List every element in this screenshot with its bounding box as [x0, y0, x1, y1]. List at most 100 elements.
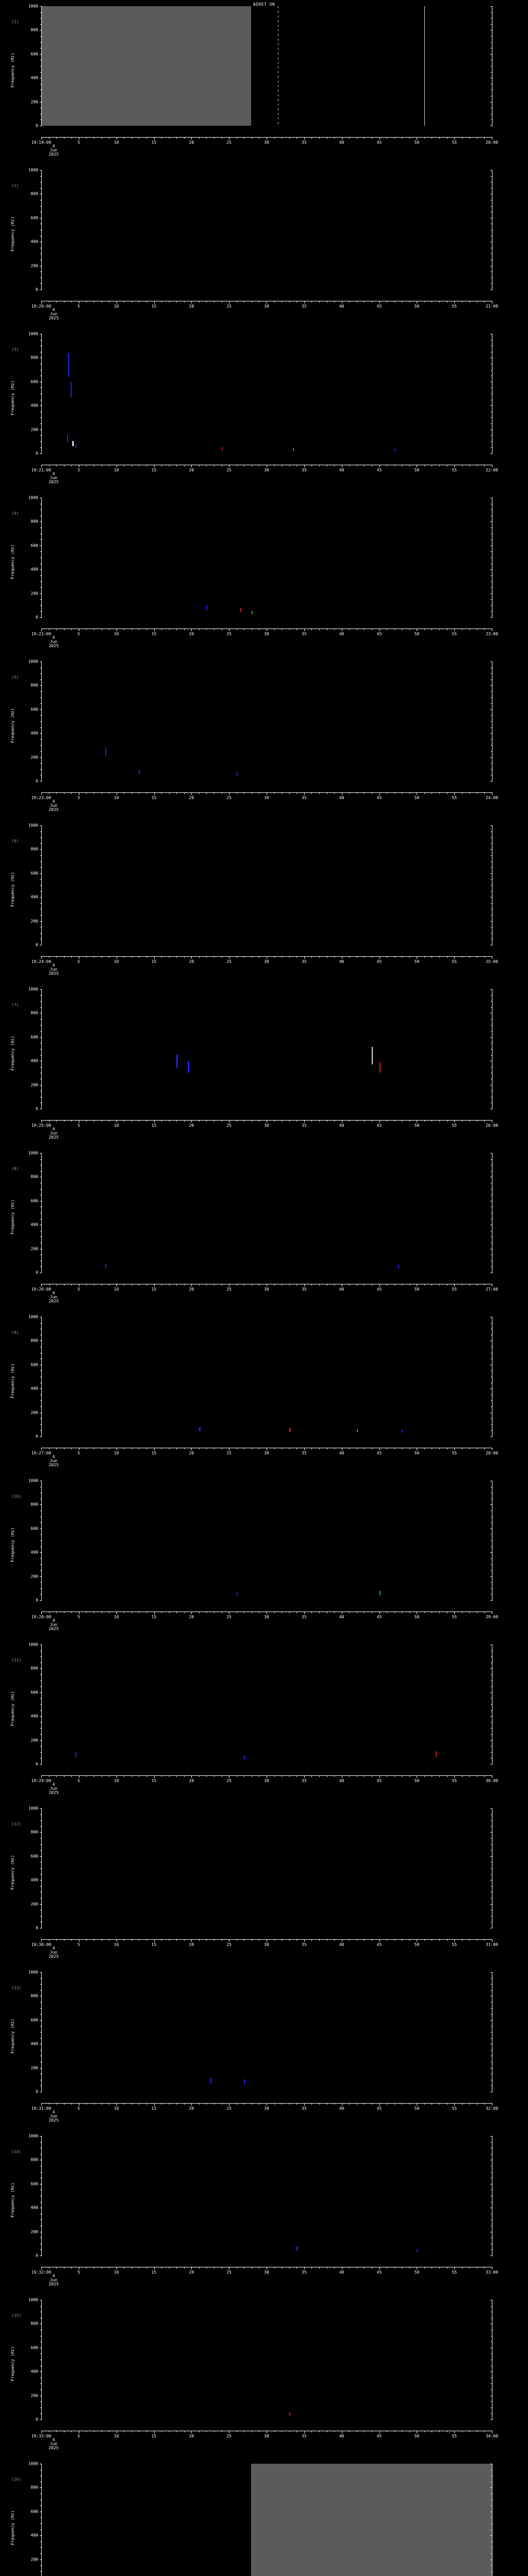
y-axis-tick-label: 600: [30, 52, 38, 57]
data-mark: [244, 1755, 245, 1759]
x-axis-date-label: 4 Jun 2025: [48, 144, 58, 157]
y-axis-tick-label: 0: [36, 287, 38, 292]
x-axis-tick: [191, 1939, 192, 1942]
x-axis-minor-tick: [409, 1939, 410, 1941]
x-axis-minor-tick: [319, 956, 320, 958]
x-axis-tick: [191, 301, 192, 303]
y-axis-right-tick: [490, 921, 492, 922]
y-axis-minor-tick: [40, 1886, 42, 1887]
x-axis-minor-tick: [71, 792, 72, 794]
x-axis-minor-tick: [461, 1120, 463, 1122]
y-axis-right-minor-tick: [491, 599, 492, 600]
y-axis-right-minor-tick: [491, 1984, 492, 1985]
x-axis-minor-tick: [469, 2267, 470, 2268]
y-axis-right-minor-tick: [491, 1406, 492, 1407]
x-axis-tick-label: 5: [77, 2434, 80, 2438]
y-axis-right-tick: [490, 1716, 492, 1717]
x-axis-date-label: 4 Jun 2025: [48, 1946, 58, 1959]
x-axis-tick-label: 15: [151, 632, 157, 636]
data-mark: [371, 1047, 373, 1065]
x-axis-minor-tick: [424, 629, 425, 630]
x-axis-minor-tick: [48, 1775, 50, 1777]
y-axis-right-minor-tick: [491, 12, 492, 13]
x-axis-minor-tick: [461, 465, 463, 466]
x-axis-tick: [154, 1612, 155, 1614]
date-line: 2025: [48, 480, 59, 484]
x-axis-start-label: 19:29:00: [31, 1778, 52, 1783]
y-axis-minor-tick: [40, 1171, 42, 1172]
x-axis-minor-tick: [424, 2267, 425, 2268]
y-axis-right-tick: [490, 569, 492, 570]
y-axis-right-minor-tick: [491, 2142, 492, 2143]
x-axis-minor-tick: [319, 1120, 320, 1122]
x-axis-minor-tick: [349, 1775, 350, 1777]
y-axis-right-minor-tick: [491, 1874, 492, 1875]
x-axis-minor-tick: [349, 2103, 350, 2105]
x-axis-tick: [304, 1448, 305, 1450]
y-axis-right-minor-tick: [491, 1323, 492, 1324]
y-axis-right-minor-tick: [491, 1674, 492, 1675]
y-axis-right-tick: [490, 685, 492, 686]
y-axis-right-minor-tick: [491, 575, 492, 576]
x-axis-tick-label: 50: [414, 959, 420, 964]
y-axis-tick-label: 1000: [28, 1970, 38, 1975]
x-axis-tick-label: 15: [151, 304, 157, 309]
y-axis-right-minor-tick: [491, 447, 492, 448]
x-axis-minor-tick: [56, 956, 57, 958]
x-axis-start-label: 19:24:00: [31, 959, 52, 964]
y-axis-tick-label: 400: [30, 75, 38, 80]
x-axis-minor-tick: [319, 792, 320, 794]
y-axis-right-tick: [490, 781, 492, 782]
x-axis-minor-tick: [199, 629, 200, 630]
y-axis-right-minor-tick: [491, 837, 492, 838]
plot-area: [41, 2300, 492, 2419]
y-axis-right-tick: [490, 733, 492, 734]
y-axis-minor-tick: [40, 1704, 42, 1705]
y-axis-tick-label: 400: [30, 239, 38, 244]
data-mark: [398, 1264, 399, 1268]
y-axis-tick: [40, 6, 42, 7]
x-axis-minor-tick: [447, 1120, 448, 1122]
x-axis-tick-label: 25: [226, 2434, 232, 2438]
x-axis-minor-tick: [176, 465, 177, 466]
x-axis-minor-tick: [71, 1448, 72, 1449]
plot-area: [41, 1153, 492, 1273]
y-axis-tick-label: 800: [30, 1993, 38, 1998]
y-axis-label: Frequency (Hz): [10, 544, 15, 579]
y-axis-minor-tick: [40, 1588, 42, 1589]
x-axis-tick-label: 45: [376, 304, 382, 309]
x-axis-tick-label: 30: [264, 1123, 269, 1128]
y-axis-minor-tick: [40, 12, 42, 13]
y-axis-tick: [40, 709, 42, 710]
x-axis-minor-tick: [439, 792, 440, 794]
y-axis-minor-tick: [40, 885, 42, 886]
y-axis-right-minor-tick: [491, 2565, 492, 2566]
x-axis-minor-tick: [289, 2103, 290, 2105]
x-axis-tick-label: 10: [113, 1942, 119, 1947]
x-axis-minor-tick: [176, 1612, 177, 1613]
y-axis-label: Frequency (Hz): [10, 53, 15, 88]
y-axis-right-tick: [490, 1037, 492, 1038]
date-line: 4: [52, 471, 55, 476]
x-axis-minor-tick: [161, 1939, 162, 1941]
x-axis-minor-tick: [364, 137, 365, 139]
x-axis-tick: [154, 301, 155, 303]
data-mark: [292, 448, 294, 451]
y-axis-minor-tick: [40, 721, 42, 722]
y-axis-minor-tick: [40, 2523, 42, 2524]
x-axis-tick: [304, 1612, 305, 1614]
x-axis-tick-label: 35: [302, 1615, 307, 1619]
y-axis-minor-tick: [40, 1850, 42, 1851]
x-axis-minor-tick: [176, 137, 177, 139]
x-axis-tick-label: 30: [264, 2270, 269, 2275]
plot-area: [41, 2464, 492, 2576]
y-axis-minor-tick: [40, 340, 42, 341]
x-axis-minor-tick: [484, 1612, 485, 1613]
y-axis-tick-label: 400: [30, 2369, 38, 2374]
y-axis-tick-label: 1000: [28, 659, 38, 664]
x-axis-tick: [191, 137, 192, 140]
data-mark: [417, 2249, 418, 2252]
x-axis-minor-tick: [206, 465, 207, 466]
x-axis-tick-label: 25: [226, 1123, 232, 1128]
x-axis-minor-tick: [311, 2103, 312, 2105]
